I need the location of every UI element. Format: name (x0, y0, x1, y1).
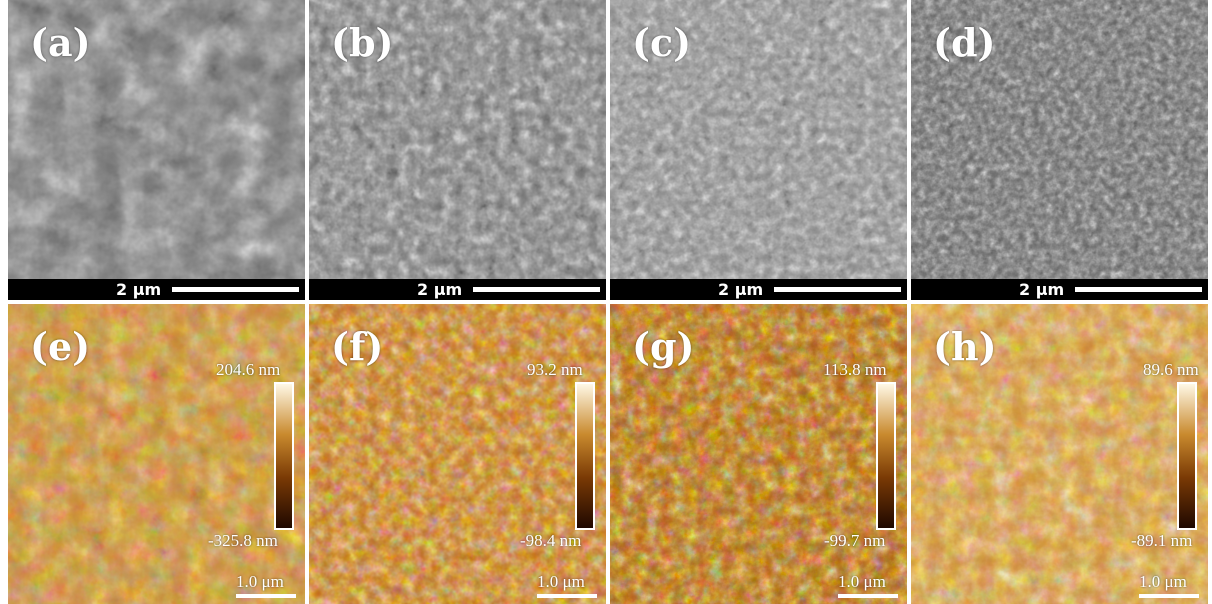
sem-image-a (8, 0, 305, 279)
panel-label: (e) (30, 324, 91, 369)
afm-panel-e: (e) 204.6 nm -325.8 nm 1.0 μm (8, 304, 305, 604)
panel-label: (h) (933, 324, 997, 369)
scale-bar: 2 μm (911, 279, 1208, 300)
colorbar-max-label: 113.8 nm (823, 360, 887, 379)
sem-panel-c: (c) 2 μm (610, 0, 907, 300)
scale-bar-label: 1.0 μm (236, 572, 284, 591)
height-colorbar (575, 382, 595, 530)
panel-label: (a) (30, 20, 91, 65)
scale-bar: 2 μm (8, 279, 305, 300)
height-colorbar (274, 382, 294, 530)
sem-panel-d: (d) 2 μm (911, 0, 1208, 300)
sem-panel-b: (b) 2 μm (309, 0, 606, 300)
scale-bar-line (473, 287, 600, 292)
scale-bar-label: 2 μm (116, 280, 162, 299)
afm-panel-g: (g) 113.8 nm -99.7 nm 1.0 μm (610, 304, 907, 604)
scale-bar-label: 1.0 μm (537, 572, 585, 591)
colorbar-min-label: -89.1 nm (1131, 531, 1193, 550)
scale-bar-line (774, 287, 901, 292)
colorbar-max-label: 204.6 nm (216, 360, 281, 379)
scale-bar: 2 μm (309, 279, 606, 300)
afm-panel-f: (f) 93.2 nm -98.4 nm 1.0 μm (309, 304, 606, 604)
colorbar-max-label: 93.2 nm (527, 360, 583, 379)
scale-bar-line (838, 594, 898, 598)
scale-bar-label: 1.0 μm (838, 572, 886, 591)
scale-bar-line (172, 287, 299, 292)
panel-label: (c) (632, 20, 692, 65)
colorbar-min-label: -98.4 nm (520, 531, 582, 550)
sem-image-b (309, 0, 606, 279)
scale-bar-line (236, 594, 296, 598)
panel-label: (g) (632, 324, 695, 369)
scale-bar-label: 2 μm (417, 280, 463, 299)
scale-bar-line (1139, 594, 1199, 598)
colorbar-min-label: -325.8 nm (208, 531, 278, 550)
scale-bar-line (1075, 287, 1202, 292)
panel-label: (f) (331, 324, 384, 369)
sem-image-d (911, 0, 1208, 279)
scale-bar-label: 1.0 μm (1139, 572, 1187, 591)
afm-image-h (911, 304, 1208, 604)
scale-bar-line (537, 594, 597, 598)
afm-image-g (610, 304, 907, 604)
panel-label: (b) (331, 20, 394, 65)
height-colorbar (876, 382, 896, 530)
afm-panel-h: (h) 89.6 nm -89.1 nm 1.0 μm (911, 304, 1208, 604)
colorbar-min-label: -99.7 nm (824, 531, 886, 550)
panel-label: (d) (933, 20, 996, 65)
scale-bar-label: 2 μm (1019, 280, 1065, 299)
scale-bar: 2 μm (610, 279, 907, 300)
sem-image-c (610, 0, 907, 279)
afm-image-f (309, 304, 606, 604)
afm-image-e (8, 304, 305, 604)
colorbar-max-label: 89.6 nm (1143, 360, 1199, 379)
height-colorbar (1177, 382, 1197, 530)
sem-panel-a: (a) 2 μm (8, 0, 305, 300)
scale-bar-label: 2 μm (718, 280, 764, 299)
